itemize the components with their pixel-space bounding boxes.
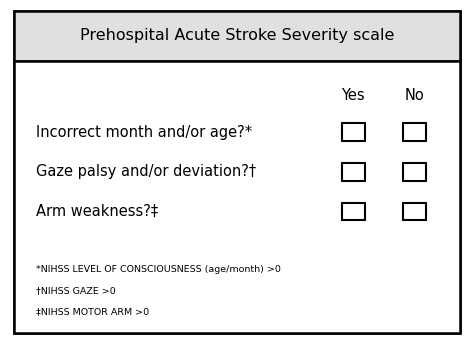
Bar <box>14 61 460 333</box>
Text: ‡NIHSS MOTOR ARM >0: ‡NIHSS MOTOR ARM >0 <box>36 307 149 316</box>
Text: Gaze palsy and/or deviation?†: Gaze palsy and/or deviation?† <box>36 164 255 180</box>
Bar <box>403 203 426 220</box>
Text: Arm weakness?‡: Arm weakness?‡ <box>36 204 158 219</box>
Text: No: No <box>405 88 425 104</box>
Bar <box>403 123 426 141</box>
Bar <box>342 163 365 181</box>
Bar <box>342 203 365 220</box>
Text: Incorrect month and/or age?*: Incorrect month and/or age?* <box>36 125 252 140</box>
Bar <box>403 163 426 181</box>
Text: *NIHSS LEVEL OF CONSCIOUSNESS (age/month) >0: *NIHSS LEVEL OF CONSCIOUSNESS (age/month… <box>36 265 281 274</box>
Bar <box>14 11 460 333</box>
Bar <box>14 11 460 61</box>
Bar <box>342 123 365 141</box>
Text: †NIHSS GAZE >0: †NIHSS GAZE >0 <box>36 286 115 295</box>
Text: Prehospital Acute Stroke Severity scale: Prehospital Acute Stroke Severity scale <box>80 28 394 43</box>
Text: Yes: Yes <box>341 88 365 104</box>
